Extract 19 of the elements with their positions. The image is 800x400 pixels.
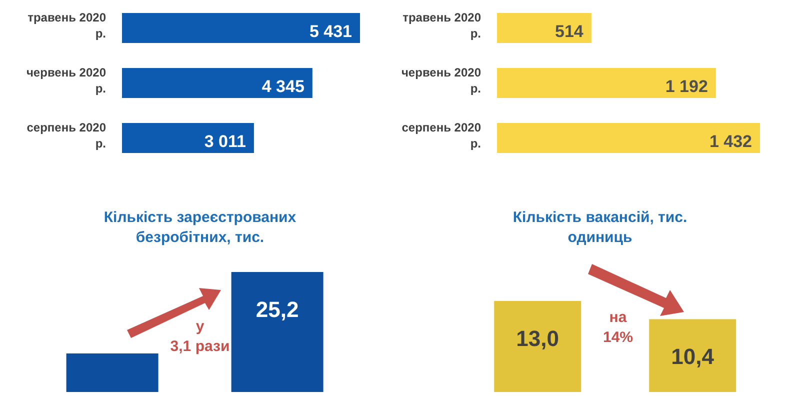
data-label: 1 432 xyxy=(709,132,752,151)
y-tick-label: травень 2020 р. xyxy=(402,10,482,40)
chart-title: Кількість вакансій, тис. одиниць xyxy=(512,208,688,248)
annotation: на 14% xyxy=(602,308,634,348)
data-label: 13,0 xyxy=(516,326,560,351)
annotation: у 3,1 рази xyxy=(169,317,231,357)
data-label: 5 431 xyxy=(309,22,352,41)
y-tick-label: травень 2020 р. xyxy=(28,10,106,40)
data-label: 514 xyxy=(555,22,584,41)
y-tick-label: серпень 2020 р. xyxy=(26,120,106,150)
data-label: 3 011 xyxy=(204,132,246,151)
data-label: 10,4 xyxy=(671,344,715,370)
y-tick-label: червень 2020 р. xyxy=(401,66,482,96)
y-tick-label: серпень 2020 р. xyxy=(402,120,482,150)
data-label: 25,2 xyxy=(256,297,299,322)
data-label: 1 192 xyxy=(665,77,708,96)
chart-title: Кількість зареєстрованих безробітних, тис. xyxy=(102,208,298,248)
data-label: 4 345 xyxy=(262,77,304,96)
y-tick-label: червень 2020 р. xyxy=(26,66,106,96)
